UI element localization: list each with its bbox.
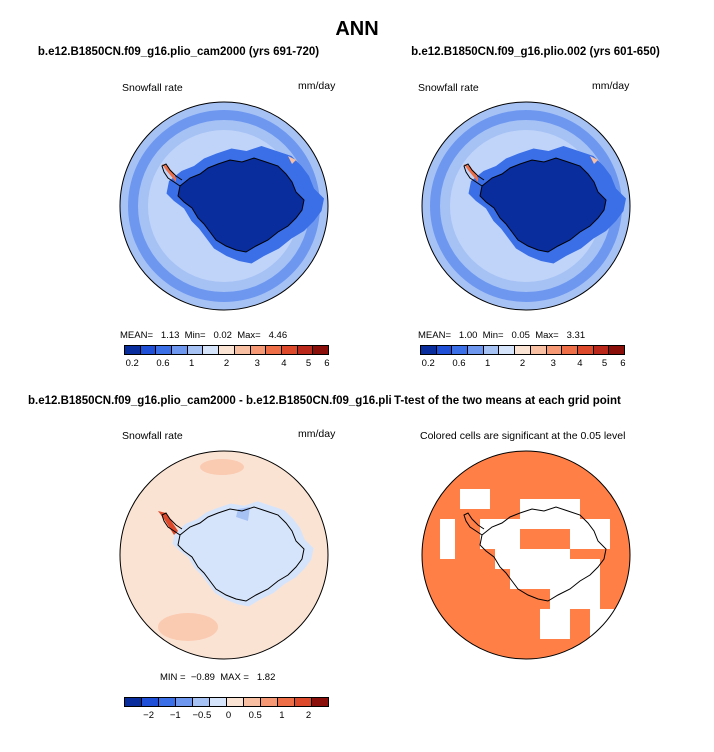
coastline: [177, 157, 305, 253]
coastline: [177, 506, 305, 602]
panel-2-units-label: mm/day: [592, 80, 630, 92]
colorbar-swatch: [193, 698, 210, 706]
colorbar-swatch: [172, 346, 188, 354]
colorbar-tick-label: 0.5: [248, 710, 262, 721]
colorbar-tick-label: 0.2: [125, 358, 139, 369]
panel-1-map: [119, 101, 329, 311]
panel-2-variable-label: Snowfall rate: [418, 82, 479, 94]
colorbar-tick-label: −0.5: [192, 710, 212, 721]
colorbar-tick-label: −2: [143, 710, 155, 721]
colorbar-swatch: [227, 698, 244, 706]
colorbar-tick-label: 0.6: [156, 358, 170, 369]
panel-2-stats: MEAN= 1.00 Min= 0.05 Max= 3.31: [418, 330, 586, 341]
colorbar-tick-label: 0: [225, 710, 232, 721]
colorbar-swatch: [609, 346, 624, 354]
coastline: [479, 157, 607, 253]
colorbar-swatch: [266, 346, 282, 354]
colorbar-tick-label: 2: [223, 358, 230, 369]
colorbar-swatch: [219, 346, 235, 354]
panel-2-colorbar: [420, 345, 625, 355]
panel-2-map: [421, 101, 631, 311]
panel-1-variable-label: Snowfall rate: [122, 82, 183, 94]
colorbar-swatch: [421, 346, 437, 354]
colorbar-tick-label: 1: [484, 358, 491, 369]
colorbar-swatch: [278, 698, 295, 706]
colorbar-swatch: [530, 346, 547, 354]
panel-3-units-label: mm/day: [298, 428, 336, 440]
panel-3-variable-label: Snowfall rate: [122, 430, 183, 442]
colorbar-swatch: [483, 346, 500, 354]
panel-1-title: b.e12.B1850CN.f09_g16.plio_cam2000 (yrs …: [37, 46, 320, 58]
colorbar-swatch: [281, 346, 298, 354]
colorbar-swatch: [234, 346, 251, 354]
panel-3-stats: MIN = −0.89 MAX = 1.82: [160, 672, 276, 683]
main-title: ANN: [335, 18, 379, 40]
colorbar-tick-label: 4: [577, 358, 583, 369]
colorbar-tick-label: 5: [305, 358, 312, 369]
colorbar-swatch: [297, 346, 314, 354]
colorbar-swatch: [210, 698, 227, 706]
colorbar-swatch: [125, 698, 142, 706]
panel-4-title: T-test of the two means at each grid poi…: [392, 395, 621, 407]
colorbar-swatch: [142, 698, 159, 706]
colorbar-swatch: [261, 698, 278, 706]
colorbar-swatch: [436, 346, 453, 354]
panel-1-colorbar: [124, 345, 329, 355]
colorbar-swatch: [468, 346, 484, 354]
panel-1-units-label: mm/day: [298, 80, 336, 92]
colorbar-swatch: [159, 698, 176, 706]
colorbar-tick-label: 3: [550, 358, 556, 369]
colorbar-swatch: [593, 346, 610, 354]
colorbar-swatch: [140, 346, 157, 354]
panel-3-map: [119, 450, 329, 660]
colorbar-tick-label: 4: [281, 358, 287, 369]
panel-3-title: b.e12.B1850CN.f09_g16.plio_cam2000 - b.e…: [28, 395, 422, 407]
colorbar-swatch: [312, 698, 328, 706]
panel-4-map: [421, 450, 631, 660]
colorbar-swatch: [187, 346, 204, 354]
colorbar-swatch: [203, 346, 220, 354]
colorbar-swatch: [250, 346, 267, 354]
colorbar-swatch: [125, 346, 141, 354]
colorbar-tick-label: 5: [601, 358, 608, 369]
panel-1-colorbar-ticks: 0.2 0.6 1 2 3 4 5 6: [124, 358, 330, 372]
colorbar-swatch: [156, 346, 173, 354]
colorbar-tick-label: 1: [279, 710, 285, 721]
colorbar-tick-label: 6: [620, 358, 626, 369]
colorbar-tick-label: −1: [169, 710, 181, 721]
colorbar-swatch: [244, 698, 261, 706]
colorbar-swatch: [499, 346, 516, 354]
colorbar-tick-label: 3: [254, 358, 260, 369]
panel-4-label: Colored cells are significant at the 0.0…: [420, 430, 626, 442]
colorbar-swatch: [295, 698, 312, 706]
panel-3-colorbar: [124, 697, 329, 707]
colorbar-swatch: [452, 346, 469, 354]
colorbar-tick-label: 0.6: [452, 358, 466, 369]
coastline: [479, 506, 607, 602]
colorbar-swatch: [313, 346, 328, 354]
colorbar-swatch: [546, 346, 563, 354]
colorbar-swatch: [176, 698, 193, 706]
colorbar-swatch: [515, 346, 531, 354]
colorbar-tick-label: 2: [305, 710, 312, 721]
colorbar-swatch: [562, 346, 578, 354]
panel-2-colorbar-ticks: 0.2 0.6 1 2 3 4 5 6: [420, 358, 626, 372]
colorbar-tick-label: 1: [188, 358, 195, 369]
panel-3-colorbar-ticks: −2 −1 −0.5 0 0.5 1 2: [124, 710, 329, 724]
colorbar-tick-label: 2: [519, 358, 526, 369]
panel-2-title: b.e12.B1850CN.f09_g16.plio.002 (yrs 601-…: [411, 46, 660, 58]
colorbar-swatch: [577, 346, 594, 354]
colorbar-tick-label: 0.2: [421, 358, 435, 369]
colorbar-tick-label: 6: [324, 358, 330, 369]
panel-1-stats: MEAN= 1.13 Min= 0.02 Max= 4.46: [120, 330, 288, 341]
